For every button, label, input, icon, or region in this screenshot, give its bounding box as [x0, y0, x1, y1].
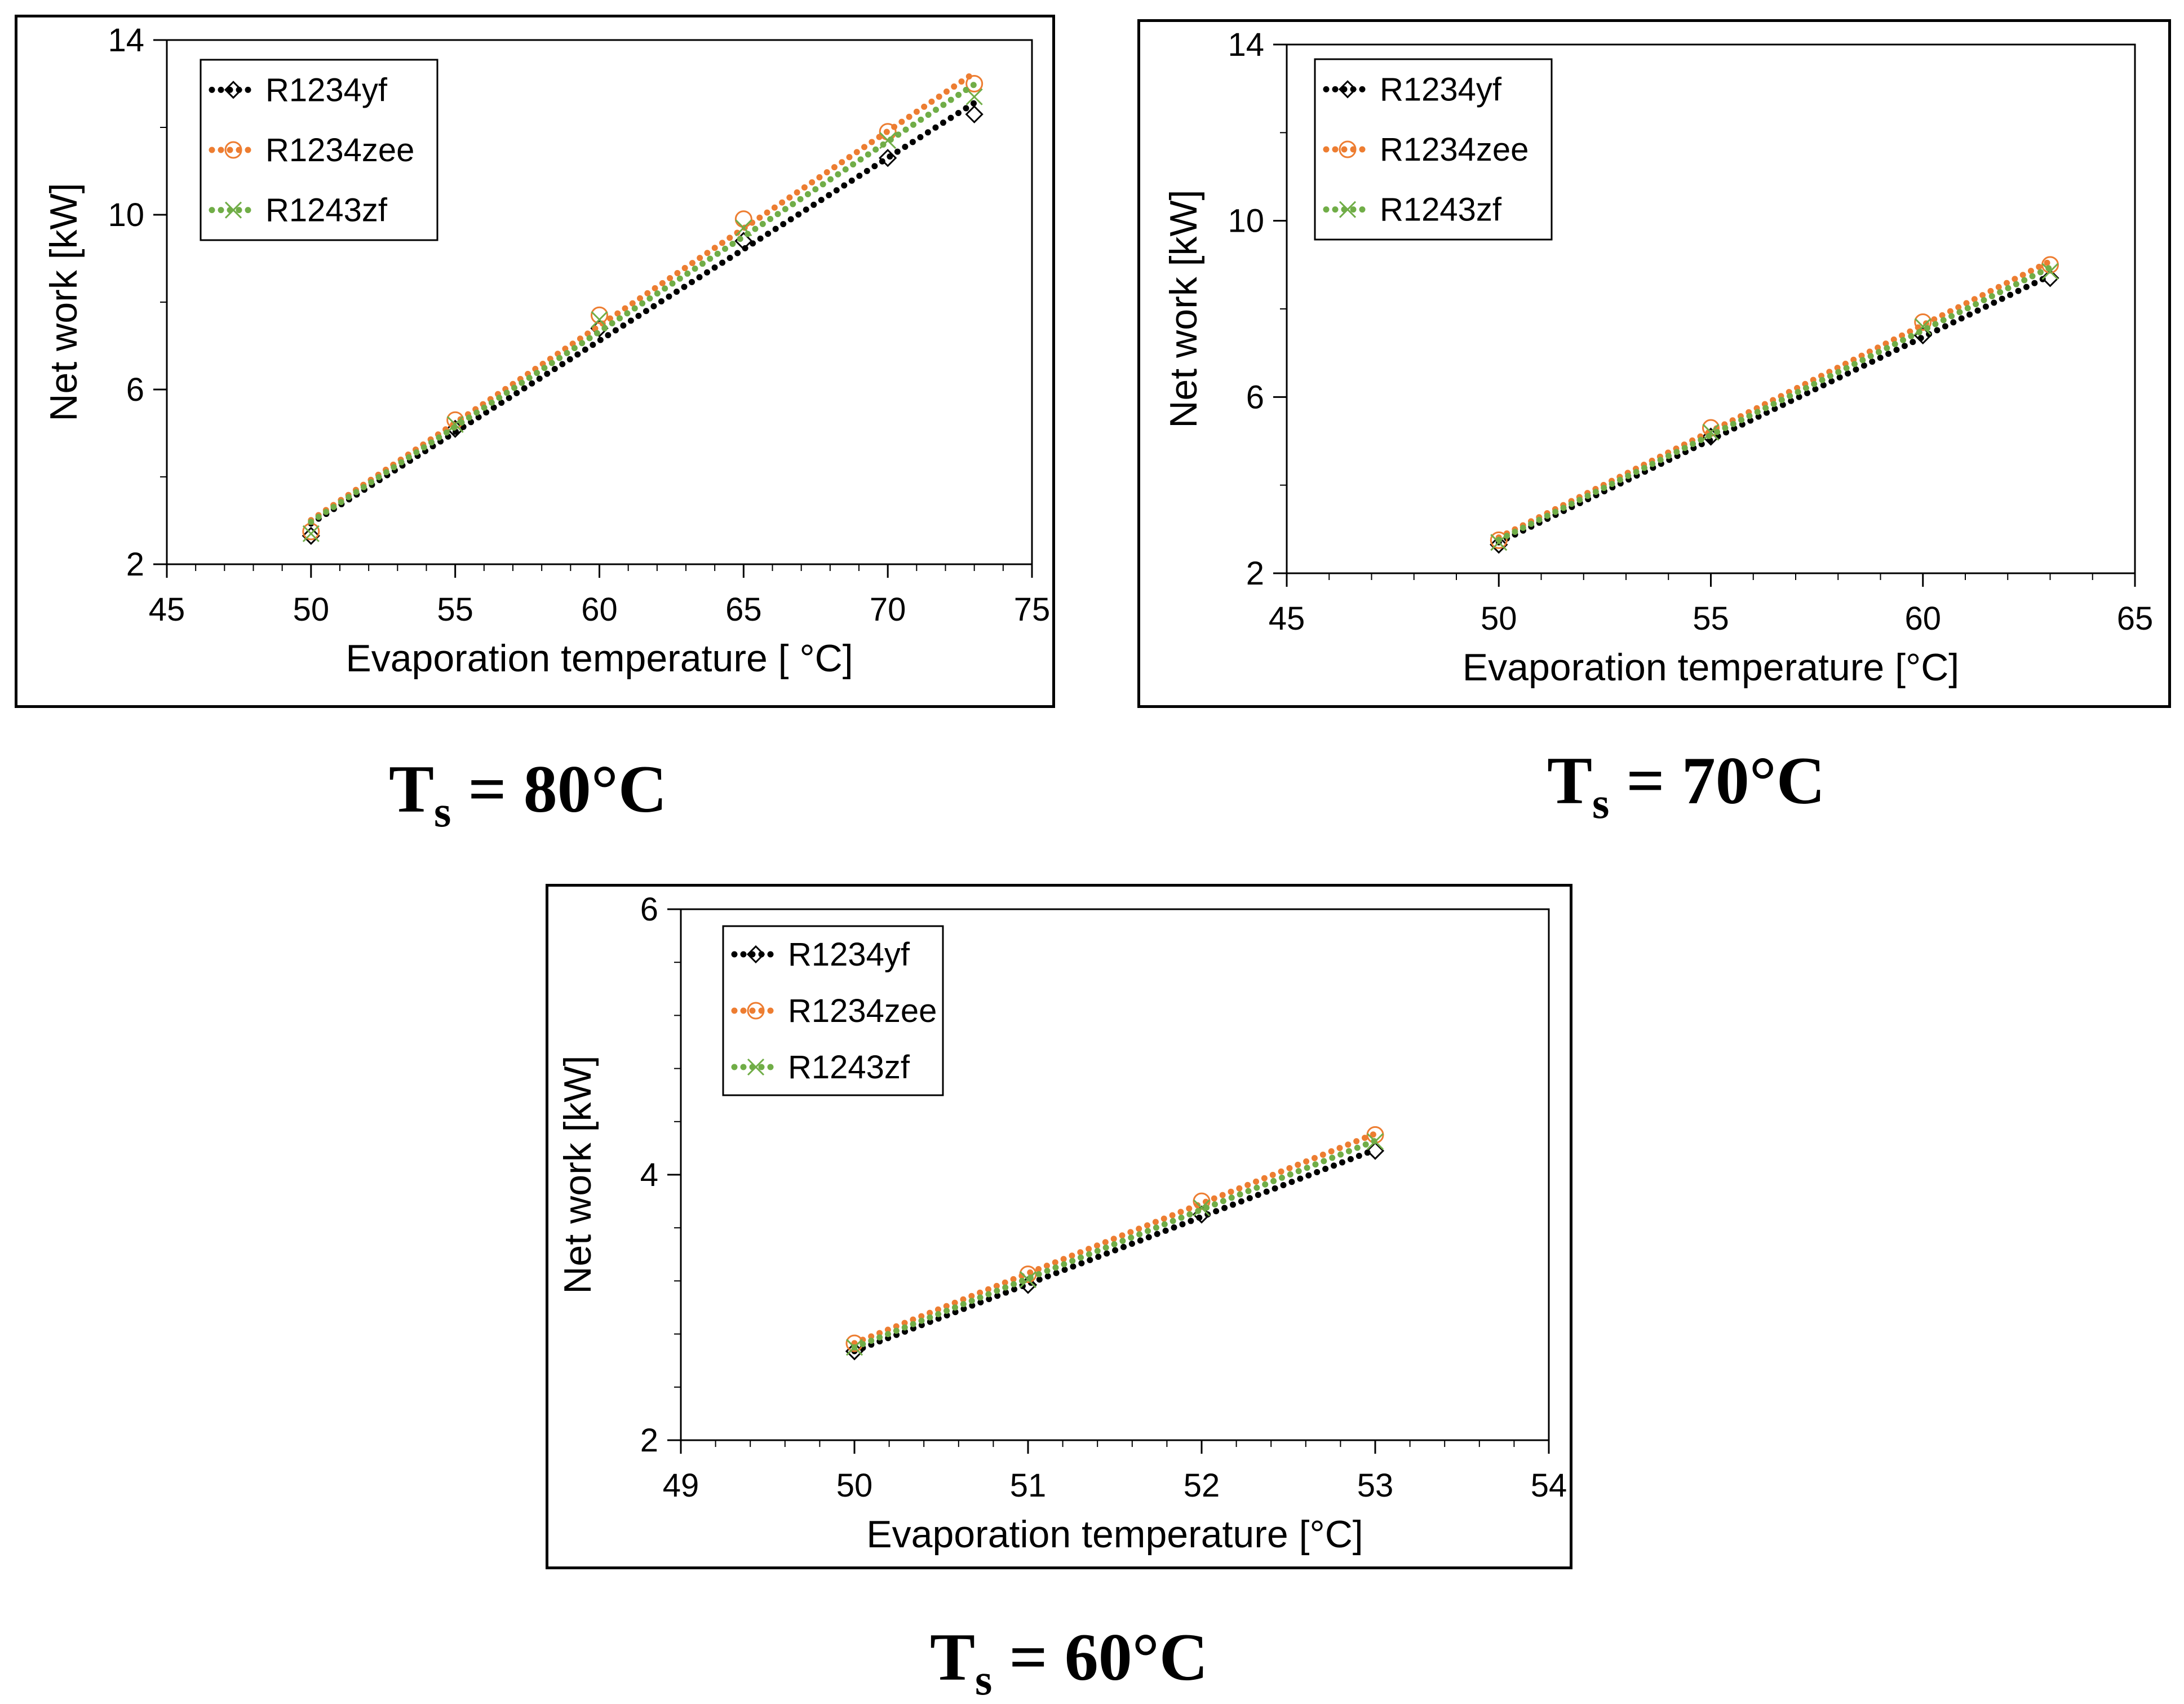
point-r1234zee-70 — [1914, 313, 1932, 331]
y-axis-label-70: Net work [kW] — [1162, 189, 1205, 428]
point-r1243zf-80 — [965, 88, 983, 105]
caption-80: Ts = 80°C — [389, 751, 667, 836]
legend-label-r1243zf-70: R1243zf — [1380, 192, 1502, 228]
y-tick-label-60: 4 — [640, 1157, 658, 1193]
y-tick-label-80: 2 — [126, 546, 144, 583]
point-r1243zf-60 — [1193, 1199, 1211, 1216]
legend-label-r1243zf-60: R1243zf — [788, 1049, 910, 1086]
trendline-r1234yf-70 — [1495, 272, 2053, 546]
trendline-r1243zf-60 — [851, 1138, 1379, 1351]
x-axis-label-60: Evaporation temperature [°C] — [866, 1513, 1363, 1556]
trendline-r1243zf-70 — [1495, 264, 2053, 543]
point-r1234zee-80 — [734, 210, 752, 228]
legend-label-r1234zee-80: R1234zee — [265, 132, 414, 169]
x-tick-label-60: 53 — [1357, 1467, 1394, 1504]
point-r1234yf-70 — [1490, 535, 1508, 554]
legend-label-r1234yf-60: R1234yf — [788, 936, 910, 973]
x-tick-label-80: 45 — [149, 591, 185, 628]
caption-70: Ts = 70°C — [1547, 743, 1826, 827]
legend-70: R1234yf R1234zee R1243zf — [1314, 58, 1553, 241]
x-tick-label-60: 52 — [1184, 1467, 1220, 1504]
x-tick-label-70: 65 — [2117, 600, 2154, 637]
legend-60: R1234yf R1234zee R1243zf — [722, 925, 944, 1096]
y-axis-label-60: Net work [kW] — [556, 1055, 599, 1294]
x-tick-label-60: 51 — [1010, 1467, 1047, 1504]
point-r1234zee-60 — [1193, 1192, 1211, 1210]
legend-label-r1234yf-70: R1234yf — [1380, 71, 1502, 108]
x-tick-label-80: 65 — [725, 591, 762, 628]
legend-marker-r1234zee-70 — [1339, 140, 1357, 158]
x-tick-label-80: 55 — [437, 591, 473, 628]
x-axis-label-80: Evaporation temperature [ °C] — [345, 637, 853, 680]
point-r1234yf-80 — [879, 149, 897, 167]
point-r1243zf-70 — [1914, 318, 1932, 335]
chart-panel-70: 45 50 55 60 65 2 6 10 14 Evaporation temperature … — [1137, 19, 2171, 708]
y-axis-label-80: Net work [kW] — [42, 183, 85, 421]
point-r1243zf-70 — [1490, 534, 1508, 551]
y-tick-label-70: 2 — [1246, 555, 1264, 592]
x-tick-label-60: 49 — [663, 1467, 699, 1504]
y-tick-label-80: 6 — [126, 371, 144, 408]
legend-80: R1234yf R1234zee R1243zf — [200, 59, 438, 241]
chart-svg-70: 45 50 55 60 65 2 6 10 14 Evaporation temperature … — [1162, 26, 2154, 689]
x-tick-label-80: 60 — [581, 591, 618, 628]
point-r1234zee-80 — [965, 75, 984, 92]
chart-panel-80: 45 50 55 60 65 70 75 2 6 10 14 Evaporation temperat… — [15, 15, 1055, 708]
x-tick-label-70: 45 — [1269, 600, 1305, 637]
y-tick-label-80: 14 — [108, 22, 144, 59]
y-tick-label-60: 6 — [640, 891, 658, 928]
y-tick-label-70: 14 — [1228, 26, 1264, 63]
legend-label-r1234zee-70: R1234zee — [1380, 131, 1529, 168]
chart-svg-80: 45 50 55 60 65 70 75 2 6 10 14 Evaporation temperat… — [42, 22, 1051, 680]
point-r1234zee-80 — [591, 306, 608, 324]
y-tick-label-70: 6 — [1246, 379, 1264, 415]
legend-label-r1234zee-60: R1234zee — [788, 993, 937, 1029]
legend-marker-r1234yf-70 — [1338, 80, 1357, 99]
legend-marker-r1243zf-60 — [747, 1058, 765, 1076]
point-r1234zee-70 — [2041, 256, 2059, 274]
x-tick-label-70: 60 — [1904, 600, 1941, 637]
legend-marker-r1234zee-80 — [224, 141, 242, 159]
point-r1234yf-60 — [1366, 1141, 1385, 1160]
x-tick-label-80: 50 — [293, 591, 330, 628]
x-tick-label-80: 70 — [870, 591, 906, 628]
y-tick-label-80: 10 — [108, 197, 144, 233]
chart-svg-60: 49 50 51 52 53 54 2 4 6 Evaporation temperature [… — [556, 891, 1567, 1556]
point-r1243zf-80 — [735, 219, 752, 237]
point-r1243zf-60 — [1366, 1133, 1384, 1150]
trendline-r1234yf-60 — [851, 1146, 1379, 1355]
x-axis-label-70: Evaporation temperature [°C] — [1463, 646, 1959, 689]
point-r1234yf-80 — [302, 526, 320, 545]
x-tick-label-60: 54 — [1531, 1467, 1567, 1504]
legend-label-r1234yf-80: R1234yf — [265, 72, 388, 108]
point-r1234yf-80 — [965, 105, 984, 123]
point-r1243zf-80 — [446, 415, 464, 433]
point-r1243zf-60 — [1019, 1271, 1037, 1289]
legend-marker-r1234yf-60 — [746, 945, 765, 964]
legend-marker-r1234yf-80 — [224, 81, 243, 99]
legend-label-r1243zf-80: R1243zf — [265, 192, 388, 229]
point-r1243zf-80 — [591, 311, 608, 329]
x-tick-label-70: 50 — [1481, 600, 1517, 637]
caption-60: Ts = 60°C — [930, 1619, 1208, 1704]
point-r1234zee-70 — [1490, 531, 1508, 549]
x-tick-label-70: 55 — [1693, 600, 1729, 637]
x-tick-label-60: 50 — [836, 1467, 873, 1504]
trendline-r1234zee-70 — [1495, 258, 2053, 541]
point-r1243zf-70 — [1702, 423, 1720, 441]
legend-marker-r1234zee-60 — [747, 1002, 765, 1020]
point-r1243zf-60 — [845, 1339, 863, 1356]
x-tick-label-80: 75 — [1014, 591, 1051, 628]
point-r1243zf-70 — [2041, 263, 2059, 280]
point-r1243zf-80 — [879, 132, 897, 149]
trendline-r1234zee-60 — [851, 1130, 1379, 1347]
y-tick-label-60: 2 — [640, 1422, 658, 1459]
point-r1234yf-70 — [2041, 269, 2059, 287]
legend-marker-r1243zf-80 — [224, 201, 242, 219]
trendline-r1243zf-80 — [308, 81, 978, 525]
point-r1243zf-80 — [302, 525, 320, 542]
legend-marker-r1243zf-70 — [1339, 201, 1357, 218]
y-tick-label-70: 10 — [1228, 203, 1264, 240]
chart-panel-60: 49 50 51 52 53 54 2 4 6 Evaporation temperature [… — [546, 884, 1572, 1569]
